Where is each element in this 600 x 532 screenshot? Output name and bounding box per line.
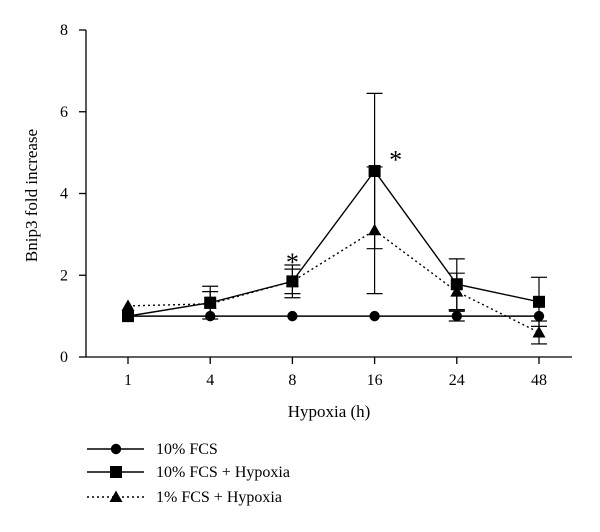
x-tick-label: 1 xyxy=(124,372,132,389)
data-point xyxy=(203,297,217,309)
y-tick-label: 8 xyxy=(60,22,68,39)
data-point xyxy=(121,299,135,311)
x-axis-label: Hypoxia (h) xyxy=(288,402,371,421)
y-tick-label: 0 xyxy=(60,349,68,366)
series-line xyxy=(127,229,540,334)
data-point xyxy=(532,325,546,338)
significance-marker: * xyxy=(286,248,299,277)
y-tick-label: 4 xyxy=(60,186,68,203)
x-tick-label: 24 xyxy=(449,372,465,389)
data-point xyxy=(368,223,382,236)
x-tick-label: 48 xyxy=(531,372,547,389)
legend-label: 1% FCS + Hypoxia xyxy=(156,489,282,506)
data-point xyxy=(369,310,380,322)
y-axis-label: Bnip3 fold increase xyxy=(22,129,41,262)
data-point xyxy=(451,310,462,322)
x-tick-label: 8 xyxy=(288,372,296,389)
x-tick-label: 16 xyxy=(367,372,383,389)
significance-marker: * xyxy=(389,146,402,175)
data-point xyxy=(450,285,464,297)
data-point xyxy=(533,295,545,308)
series-line xyxy=(127,169,540,317)
y-tick-label: 2 xyxy=(60,267,68,284)
legend-marker xyxy=(110,466,122,478)
data-point xyxy=(285,274,299,287)
y-tick-label: 6 xyxy=(60,104,68,121)
legend-marker xyxy=(110,443,122,455)
legend-label: 10% FCS + Hypoxia xyxy=(156,464,290,481)
data-point xyxy=(122,310,134,323)
legend-marker xyxy=(109,490,123,502)
x-tick-label: 4 xyxy=(206,372,214,389)
data-point xyxy=(287,310,298,322)
legend-label: 10% FCS xyxy=(156,441,218,458)
